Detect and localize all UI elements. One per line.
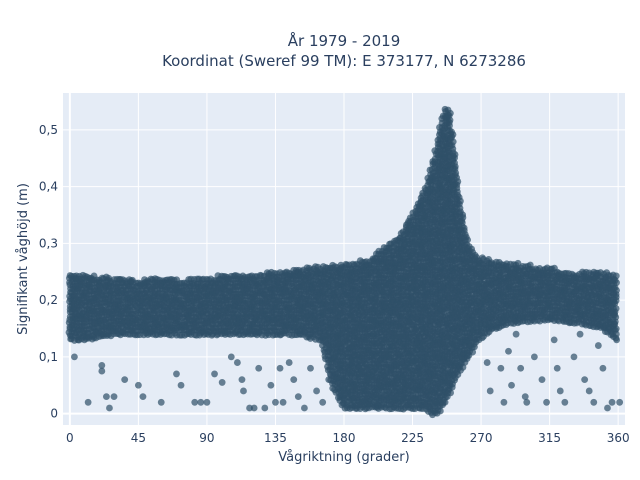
data-point [455,193,463,201]
data-point [453,174,461,182]
chart-subtitle: Koordinat (Sweref 99 TM): E 373177, N 62… [162,52,526,70]
data-points [65,105,624,419]
chart-title: År 1979 - 2019 [288,31,401,50]
data-point [451,151,459,158]
data-point [448,128,456,136]
data-point [446,109,454,117]
